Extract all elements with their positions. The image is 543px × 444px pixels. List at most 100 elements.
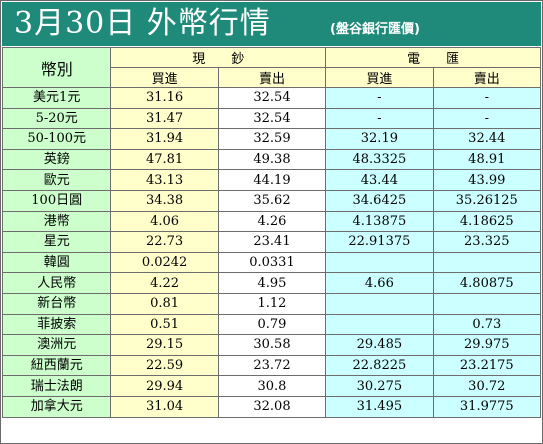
table-row: 紐西蘭元 22.59 23.72 22.8225 23.2175: [1, 354, 542, 377]
tt-sell-value: [432, 251, 542, 274]
currency-name: 50-100元: [1, 128, 112, 150]
cash-sell-value: 32.08: [217, 395, 327, 418]
currency-name: 韓圓: [1, 251, 112, 274]
cash-buy-value: 31.94: [110, 128, 219, 150]
cash-buy-value: 47.81: [110, 148, 219, 171]
cash-buy-value: 22.73: [110, 231, 219, 253]
cash-sell-value: 49.38: [217, 148, 327, 171]
table-row: 澳洲元 29.15 30.58 29.485 29.975: [1, 334, 542, 356]
table-row: 美元1元 31.16 32.54- -: [1, 87, 542, 109]
currency-name: 歐元: [1, 169, 112, 191]
currency-name: 港幣: [1, 210, 112, 233]
table-row: 歐元 43.13 44.19 43.44 43.99: [1, 169, 542, 191]
tt-buy-header: 買進: [325, 67, 434, 88]
tt-buy-value: -: [325, 87, 434, 109]
currency-name: 英鎊: [1, 148, 112, 171]
table-row: 新台幣 0.81 1.12: [1, 292, 542, 315]
cash-sell-value: 30.58: [217, 334, 327, 356]
tt-buy-value: [325, 292, 434, 315]
cash-sell-value: 32.54: [217, 87, 327, 109]
telegraphic-group-header: 電 匯: [325, 47, 541, 68]
tt-sell-value: 4.18625: [432, 210, 542, 233]
cash-buy-value: 4.22: [110, 272, 219, 294]
cash-buy-value: 29.94: [110, 375, 219, 397]
tt-sell-value: -: [432, 107, 542, 130]
tt-buy-value: 48.3325: [325, 148, 434, 171]
cash-sell-value: 30.8: [217, 375, 327, 397]
cash-buy-header: 買進: [110, 67, 219, 88]
tt-sell-value: 4.80875: [432, 272, 542, 294]
cash-sell-value: 1.12: [217, 292, 327, 315]
cash-sell-value: 32.59: [217, 128, 327, 150]
tt-buy-value: 22.91375: [325, 231, 434, 253]
table-row: 菲披索 0.51 0.79 0.73: [1, 313, 542, 336]
title-bar: 3月30日 外幣行情 (盤谷銀行匯價): [2, 2, 541, 46]
cash-buy-value: 0.0242: [110, 251, 219, 274]
cash-sell-value: 4.95: [217, 272, 327, 294]
tt-sell-value: 31.9775: [432, 395, 542, 418]
tt-buy-value: [325, 251, 434, 274]
cash-buy-value: 29.15: [110, 334, 219, 356]
cash-sell-header: 賣出: [217, 67, 327, 88]
cash-sell-value: 4.26: [217, 210, 327, 233]
table-row: 加拿大元 31.04 32.08 31.495 31.9775: [1, 395, 542, 418]
tt-buy-value: -: [325, 107, 434, 130]
currency-name: 菲披索: [1, 313, 112, 336]
tt-sell-value: 0.73: [432, 313, 542, 336]
tt-sell-value: 23.325: [432, 231, 542, 253]
cash-sell-value: 35.62: [217, 189, 327, 212]
cash-group-header: 現 鈔: [110, 47, 327, 68]
tt-buy-value: 30.275: [325, 375, 434, 397]
currency-name: 星元: [1, 231, 112, 253]
tt-sell-value: 32.44: [432, 128, 542, 150]
cash-buy-value: 0.81: [110, 292, 219, 315]
tt-buy-value: 43.44: [325, 169, 434, 191]
cash-sell-value: 0.79: [217, 313, 327, 336]
cash-sell-value: 23.72: [217, 354, 327, 377]
page-title: 3月30日 外幣行情: [14, 6, 271, 41]
cash-buy-value: 0.51: [110, 313, 219, 336]
tt-buy-value: 4.13875: [325, 210, 434, 233]
tt-buy-value: 4.66: [325, 272, 434, 294]
currency-column-header: 幣別: [1, 47, 112, 88]
tt-sell-value: 30.72: [432, 375, 542, 397]
cash-buy-value: 4.06: [110, 210, 219, 233]
cash-buy-value: 22.59: [110, 354, 219, 377]
cash-buy-value: 34.38: [110, 189, 219, 212]
tt-buy-value: 22.8225: [325, 354, 434, 377]
cash-sell-value: 44.19: [217, 169, 327, 191]
currency-name: 美元1元: [1, 87, 112, 109]
tt-sell-value: 29.975: [432, 334, 542, 356]
tt-buy-value: 31.495: [325, 395, 434, 418]
table-row: 英鎊 47.81 49.38 48.3325 48.91: [1, 148, 542, 171]
tt-sell-value: 43.99: [432, 169, 542, 191]
tt-sell-value: -: [432, 87, 542, 109]
currency-name: 加拿大元: [1, 395, 112, 418]
tt-buy-value: 29.485: [325, 334, 434, 356]
tt-sell-value: [432, 292, 542, 315]
table-row: 5-20元 31.47 32.54- -: [1, 107, 542, 130]
exchange-rate-table: 幣別 現 鈔 電 匯 買進 賣出 買進 賣出 美元1元 31.16 32.54- -5…: [1, 47, 542, 418]
table-row: 50-100元 31.94 32.59 32.19 32.44: [1, 128, 542, 150]
currency-name: 5-20元: [1, 107, 112, 130]
table-row: 韓圓 0.0242 0.0331: [1, 251, 542, 274]
cash-buy-value: 43.13: [110, 169, 219, 191]
cash-sell-value: 23.41: [217, 231, 327, 253]
currency-name: 人民幣: [1, 272, 112, 294]
currency-name: 澳洲元: [1, 334, 112, 356]
tt-sell-value: 48.91: [432, 148, 542, 171]
currency-name: 瑞士法朗: [1, 375, 112, 397]
table-row: 瑞士法朗 29.94 30.8 30.275 30.72: [1, 375, 542, 397]
cash-sell-value: 32.54: [217, 107, 327, 130]
tt-sell-value: 35.26125: [432, 189, 542, 212]
cash-buy-value: 31.16: [110, 87, 219, 109]
cash-buy-value: 31.47: [110, 107, 219, 130]
tt-buy-value: [325, 313, 434, 336]
table-row: 港幣 4.06 4.26 4.13875 4.18625: [1, 210, 542, 233]
source-label: (盤谷銀行匯價): [330, 22, 420, 37]
tt-buy-value: 32.19: [325, 128, 434, 150]
currency-name: 紐西蘭元: [1, 354, 112, 377]
currency-name: 新台幣: [1, 292, 112, 315]
cash-buy-value: 31.04: [110, 395, 219, 418]
rate-rows: 美元1元 31.16 32.54- -5-20元 31.47 32.54- -50-100元…: [1, 87, 542, 418]
